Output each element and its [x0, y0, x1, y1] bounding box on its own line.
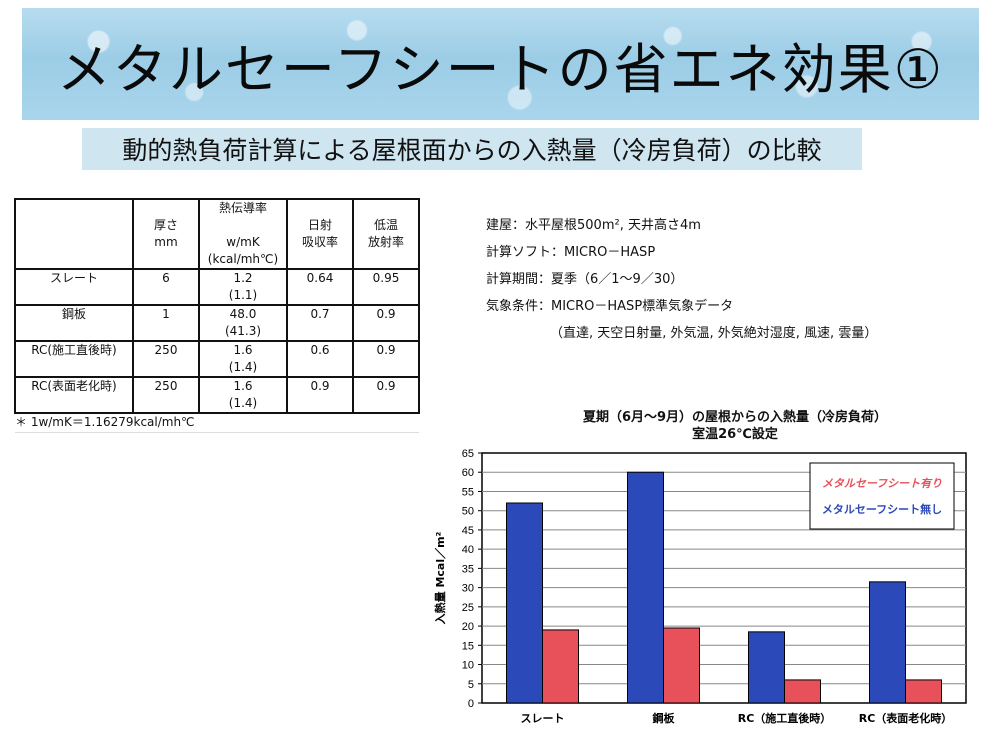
row-emissivity: 0.95: [352, 268, 420, 306]
y-tick-label: 30: [462, 583, 474, 595]
info-weather-detail: （直達, 天空日射量, 外気温, 外気絶対湿度, 風速, 雲量）: [550, 326, 878, 341]
y-tick-label: 60: [462, 467, 474, 479]
y-tick-label: 65: [462, 448, 474, 460]
y-tick-label: 5: [468, 679, 474, 691]
info-weather: 気象条件：MICRO－HASP標準気象データ: [486, 299, 734, 314]
bar: [663, 627, 700, 704]
y-tick-label: 20: [462, 621, 474, 633]
header-conductivity-unit-kcal: (kcal/mh℃): [207, 252, 279, 266]
row-thickness: 6: [132, 268, 200, 306]
row-thickness: 250: [132, 376, 200, 414]
header-emissivity: 低温 放射率: [352, 198, 420, 270]
row-absorptance: 0.7: [286, 304, 354, 342]
row-absorptance: 0.6: [286, 340, 354, 378]
x-tick-label: RC（施工直後時）: [738, 711, 832, 725]
table-row: 鋼板 1 48.0 (41.3) 0.7 0.9: [14, 304, 420, 342]
y-tick-label: 25: [462, 602, 474, 614]
row-material-name: RC(表面老化時): [14, 376, 134, 414]
row-emissivity: 0.9: [352, 340, 420, 378]
row-material-name: RC(施工直後時): [14, 340, 134, 378]
x-tick-label: 鋼板: [652, 711, 676, 725]
table-header-row: 厚さ mm 熱伝導率 w/mK (kcal/mh℃) 日射 吸収率 低温 放射率: [14, 198, 420, 270]
bar: [506, 502, 543, 704]
page-title: メタルセーフシートの省エネ効果①: [56, 37, 945, 101]
header-conductivity: 熱伝導率 w/mK (kcal/mh℃): [198, 198, 288, 270]
y-tick-label: 0: [468, 698, 474, 710]
y-tick-label: 15: [462, 640, 474, 652]
bar: [784, 679, 821, 704]
header-emissivity-label1: 低温: [373, 218, 398, 232]
header-thickness-unit: mm: [154, 235, 178, 249]
chart-title-block: 夏期（6月～9月）の屋根からの入熱量（冷房負荷） 室温26℃設定: [470, 409, 990, 443]
y-tick-label: 40: [462, 544, 474, 556]
header-material: [14, 198, 134, 270]
title-banner: メタルセーフシートの省エネ効果①: [22, 8, 979, 120]
material-properties-table: 厚さ mm 熱伝導率 w/mK (kcal/mh℃) 日射 吸収率 低温 放射率…: [14, 198, 420, 433]
header-absorptance-label1: 日射: [307, 218, 332, 232]
row-thickness: 1: [132, 304, 200, 342]
calculation-conditions: 建屋：水平屋根500m², 天井高さ4m 計算ソフト：MICRO－HASP 計算…: [486, 212, 877, 347]
table-row: スレート 6 1.2 (1.1) 0.64 0.95: [14, 268, 420, 306]
x-tick-label: スレート: [521, 712, 565, 725]
info-period: 計算期間：夏季（6／1～9／30）: [486, 272, 684, 287]
y-tick-label: 35: [462, 563, 474, 575]
row-material-name: スレート: [14, 268, 134, 306]
row-conductivity: 48.0 (41.3): [198, 304, 288, 342]
row-conductivity-w: 1.2: [233, 271, 253, 285]
row-conductivity: 1.6 (1.4): [198, 340, 288, 378]
info-software: 計算ソフト：MICRO－HASP: [486, 245, 656, 260]
header-absorptance: 日射 吸収率: [286, 198, 354, 270]
chart-subtitle: 室温26℃設定: [692, 427, 778, 442]
bar: [542, 629, 579, 704]
bar: [748, 631, 785, 704]
bar: [627, 471, 664, 704]
table-row: RC(施工直後時) 250 1.6 (1.4) 0.6 0.9: [14, 340, 420, 378]
row-conductivity-kcal: (1.1): [228, 288, 258, 302]
bar: [905, 679, 942, 704]
table-note: ＊ 1w/mK＝1.16279kcal/mh℃: [15, 413, 419, 433]
chart-title: 夏期（6月～9月）の屋根からの入熱量（冷房負荷）: [582, 410, 888, 425]
row-conductivity-kcal: (1.4): [228, 360, 258, 374]
row-material-name: 鋼板: [14, 304, 134, 342]
y-tick-label: 50: [462, 506, 474, 518]
header-thickness-label: 厚さ: [153, 218, 178, 232]
heat-gain-bar-chart: 0 5 10 15 20 25 30 35 40 45 50 55 60 65 スレート 鋼板 RC（施工直後時…: [433, 448, 967, 725]
row-conductivity: 1.6 (1.4): [198, 376, 288, 414]
row-thickness: 250: [132, 340, 200, 378]
row-absorptance: 0.9: [286, 376, 354, 414]
row-conductivity-kcal: (41.3): [224, 324, 262, 338]
legend-box: [809, 462, 955, 530]
header-conductivity-unit: w/mK: [226, 235, 260, 249]
y-tick-label: 45: [462, 525, 474, 537]
info-building: 建屋：水平屋根500m², 天井高さ4m: [486, 218, 701, 233]
row-emissivity: 0.9: [352, 376, 420, 414]
row-conductivity-w: 48.0: [229, 307, 257, 321]
row-emissivity: 0.9: [352, 304, 420, 342]
row-conductivity-kcal: (1.4): [228, 396, 258, 410]
row-conductivity-w: 1.6: [233, 379, 253, 393]
row-conductivity-w: 1.6: [233, 343, 253, 357]
header-absorptance-label2: 吸収率: [301, 235, 338, 249]
subtitle-bar: 動的熱負荷計算による屋根面からの入熱量（冷房負荷）の比較: [82, 128, 862, 170]
bar: [869, 581, 906, 704]
header-conductivity-label: 熱伝導率: [218, 201, 267, 215]
table-row: RC(表面老化時) 250 1.6 (1.4) 0.9 0.9: [14, 376, 420, 414]
y-tick-label: 10: [462, 660, 474, 672]
header-emissivity-label2: 放射率: [367, 235, 404, 249]
table-note-row: ＊ 1w/mK＝1.16279kcal/mh℃: [15, 413, 419, 433]
x-tick-label: RC（表面老化時）: [859, 711, 953, 725]
page-subtitle: 動的熱負荷計算による屋根面からの入熱量（冷房負荷）の比較: [122, 136, 822, 165]
y-tick-label: 55: [462, 486, 474, 498]
legend-item-without-sheet: メタルセーフシート無し: [822, 502, 942, 516]
row-absorptance: 0.64: [286, 268, 354, 306]
y-axis-label: 入熱量 Mcal／m²: [433, 531, 447, 624]
header-thickness: 厚さ mm: [132, 198, 200, 270]
row-conductivity: 1.2 (1.1): [198, 268, 288, 306]
legend-item-with-sheet: メタルセーフシート有り: [822, 477, 942, 490]
